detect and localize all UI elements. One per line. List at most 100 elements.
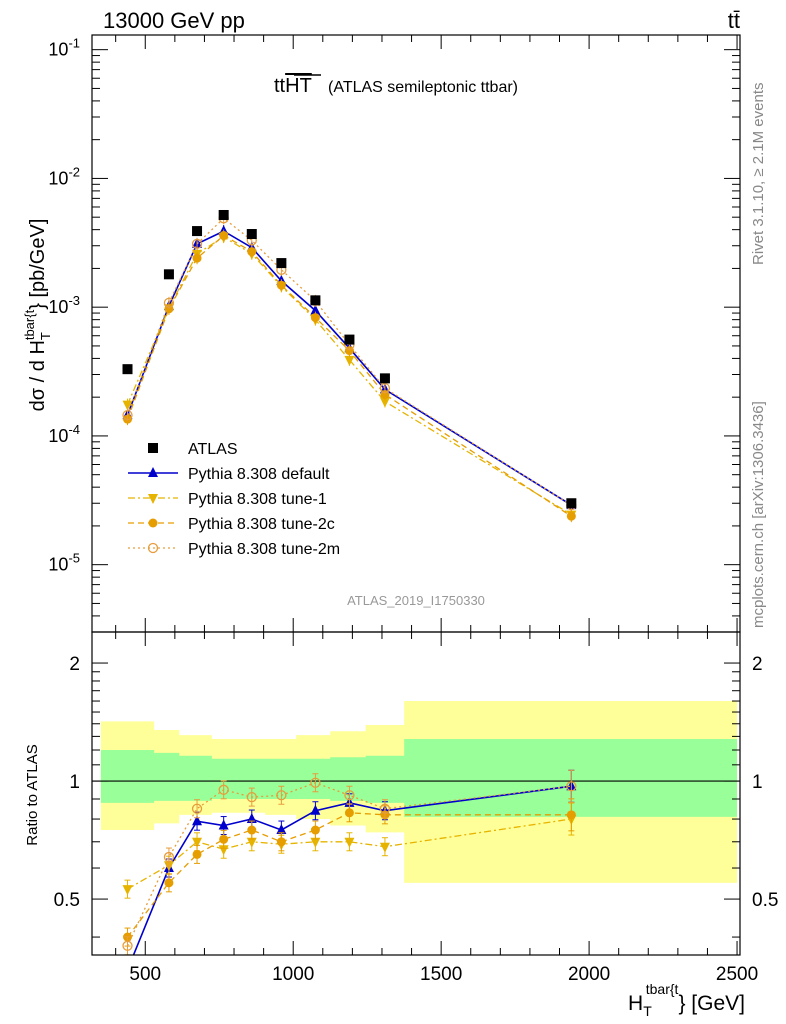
ratio-panel <box>92 769 740 955</box>
point-tune2m <box>163 297 175 309</box>
series-line-default <box>126 230 572 506</box>
legend-item-tune1: Pythia 8.308 tune-1 <box>128 491 327 508</box>
ratio-point-tune2m <box>566 781 577 792</box>
point-data <box>246 229 257 240</box>
main-axes: 10-5 10-4 10-3 10-2 10-1 <box>48 35 740 633</box>
y-tick-label: 10-4 <box>48 422 80 446</box>
ratio-point-tune2m <box>310 777 321 788</box>
y-tick-label: 10-5 <box>48 551 80 575</box>
plot-title-overline: HT <box>285 75 312 97</box>
ratio-point-tune1 <box>379 842 390 853</box>
legend-marker-data <box>148 443 158 453</box>
header-left-label: 13000 GeV pp <box>103 8 245 33</box>
ratio-point-default <box>218 819 229 830</box>
legend-marker-tune1 <box>148 494 158 504</box>
ratio-y-tick-label-right: 1 <box>752 772 763 793</box>
point-data <box>566 498 577 509</box>
ratio-point-tune2c <box>310 825 320 835</box>
ratio-point-tune2c <box>344 808 354 818</box>
ratio-y-axis-label: Ratio to ATLAS <box>24 744 41 845</box>
ratio-y-tick-label-left: 2 <box>69 654 80 675</box>
ratio-point-tune2c <box>219 834 229 844</box>
point-tune2c <box>310 313 320 323</box>
ratio-line-tune2m <box>126 782 572 947</box>
legend-label-tune2c: Pythia 8.308 tune-2c <box>188 516 335 533</box>
legend: ATLAS Pythia 8.308 default Pythia 8.308 tu… <box>128 441 340 558</box>
legend-label-tune1: Pythia 8.308 tune-1 <box>188 491 327 508</box>
x-tick-label: 1000 <box>272 964 314 985</box>
point-data <box>163 269 174 280</box>
point-tune1 <box>379 397 390 408</box>
ratio-point-tune2m <box>122 940 133 951</box>
x-tick-label: 500 <box>129 964 161 985</box>
x-tick-label: 1500 <box>420 964 462 985</box>
point-tune2c <box>247 247 257 257</box>
point-tune1 <box>344 355 355 366</box>
legend-label-tune2m: Pythia 8.308 tune-2m <box>188 541 340 558</box>
ratio-point-tune2m <box>246 791 257 803</box>
x-axis-label: HTtbar{t} [GeV] <box>628 981 745 1019</box>
ratio-point-tune1 <box>344 837 355 848</box>
point-tune2c <box>192 253 202 263</box>
ratio-point-tune2m <box>276 790 287 801</box>
point-tune2c <box>566 511 576 521</box>
y-tick-label: 10-3 <box>48 293 80 317</box>
ratio-axes: 0.5 0.51 12 2500 1000 1500 2000 2500 <box>54 632 778 985</box>
point-tune2c <box>276 280 286 290</box>
point-data <box>310 295 321 306</box>
ratio-plot-area <box>92 769 740 955</box>
ratio-point-default <box>310 804 321 815</box>
ratio-point-tune1 <box>192 837 203 848</box>
plot-title-main: tt <box>274 75 286 97</box>
main-y-axis-label: dσ / d HTtbar{t} [pb/GeV] <box>22 219 53 412</box>
legend-marker-default <box>148 467 158 477</box>
point-tune2m <box>191 238 203 250</box>
ratio-point-tune2c <box>276 837 286 847</box>
band-inner <box>100 739 738 817</box>
ratio-point-tune2c <box>164 878 174 888</box>
ratio-y-tick-label-left: 0.5 <box>54 890 80 911</box>
ratio-point-default <box>276 824 287 835</box>
ratio-panel-frame <box>91 631 741 956</box>
legend-item-default: Pythia 8.308 default <box>128 466 330 483</box>
series-line-tune1 <box>126 236 572 516</box>
point-data <box>379 373 390 384</box>
point-tune2c <box>219 231 229 241</box>
main-plot-area <box>122 209 577 523</box>
point-tune2m <box>122 409 133 421</box>
ratio-point-tune2m <box>163 851 175 863</box>
ratio-y-tick-label-left: 1 <box>69 772 80 793</box>
point-data <box>344 334 355 345</box>
ratio-point-tune2c <box>566 810 576 820</box>
ratio-y-tick-label-right: 2 <box>752 654 763 675</box>
ratio-point-tune1 <box>246 837 257 848</box>
point-data <box>218 209 229 220</box>
legend-label-data: ATLAS <box>188 441 238 458</box>
ratio-line-default <box>132 785 572 955</box>
point-tune1 <box>122 400 133 411</box>
x-tick-label: 2500 <box>716 964 758 985</box>
rivet-version-label: Rivet 3.1.10, ≥ 2.1M events <box>750 83 767 266</box>
y-tick-label: 10-1 <box>48 36 80 60</box>
ratio-y-tick-label-right: 0.5 <box>752 890 778 911</box>
legend-label-default: Pythia 8.308 default <box>188 466 330 483</box>
legend-marker-tune2c <box>148 518 158 528</box>
point-default <box>310 304 321 315</box>
plot-title: ttHT <box>274 75 312 97</box>
legend-item-tune2c: Pythia 8.308 tune-2c <box>128 516 335 533</box>
analysis-id-label: ATLAS_2019_I1750330 <box>347 593 485 608</box>
ratio-point-default <box>192 815 203 826</box>
x-tick-label: 2000 <box>568 964 610 985</box>
ratio-point-tune1 <box>122 885 133 896</box>
point-data <box>276 258 287 269</box>
legend-item-data: ATLAS <box>148 441 238 458</box>
header-right-label: tt̄ <box>728 8 740 33</box>
legend-marker-tune2m <box>147 542 159 554</box>
ratio-line-tune1 <box>127 818 572 890</box>
ratio-point-tune2m <box>379 803 391 814</box>
y-tick-label: 10-2 <box>48 164 80 188</box>
main-panel <box>122 209 577 523</box>
ratio-point-tune1 <box>310 837 321 848</box>
ratio-point-tune2m <box>191 803 203 814</box>
